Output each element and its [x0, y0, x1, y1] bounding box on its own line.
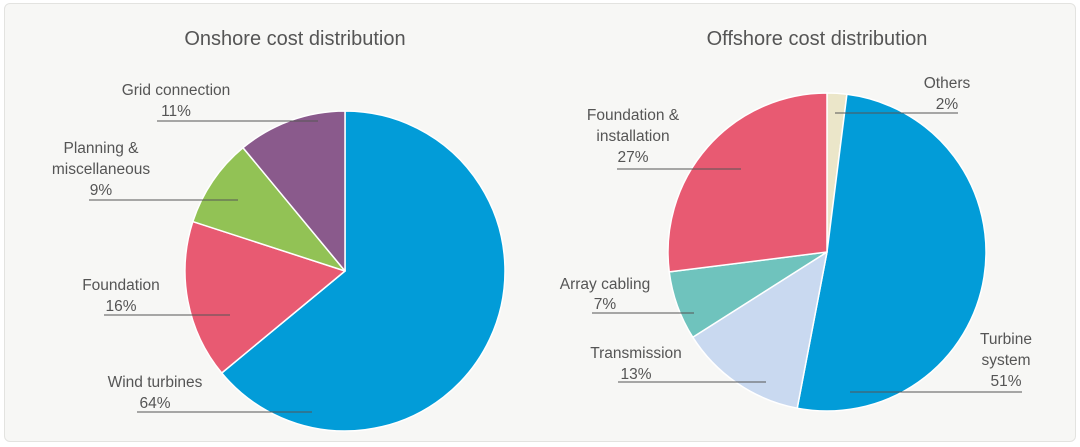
- pie-slice-turbine-system: [796, 93, 987, 412]
- label-turbine-line1: Turbine: [980, 331, 1032, 348]
- label-array-cabling: Array cabling: [560, 276, 650, 293]
- value-array-cabling: 7%: [594, 296, 617, 313]
- offshore-chart: Offshore cost distribution Others 2% Tur…: [560, 28, 1032, 412]
- label-planning-line1: Planning &: [64, 140, 140, 157]
- pie-slice-transmission: [692, 251, 828, 409]
- label-wind-turbines: Wind turbines: [108, 374, 203, 391]
- onshore-chart-title: Onshore cost distribution: [184, 28, 405, 50]
- pie-slice-wind-turbines: [220, 110, 506, 432]
- pie-slice-foundation-and-installation: [667, 92, 828, 273]
- label-planning-line2: miscellaneous: [52, 161, 150, 178]
- value-transmission: 13%: [620, 366, 651, 383]
- leader-lines: [89, 112, 1022, 413]
- label-grid-connection: Grid connection: [122, 82, 231, 99]
- value-planning: 9%: [90, 182, 113, 199]
- label-turbine-line2: system: [981, 352, 1030, 369]
- onshore-chart: Onshore cost distribution Wind turbines …: [52, 28, 506, 432]
- value-foundation: 16%: [105, 298, 136, 315]
- value-foundation-installation: 27%: [617, 149, 648, 166]
- onshore-labels: Wind turbines 64% Foundation 16% Plannin…: [52, 82, 230, 412]
- offshore-chart-title: Offshore cost distribution: [707, 28, 928, 50]
- pie-slice-planning-and-miscellaneous: [192, 146, 346, 272]
- onshore-pie: [184, 110, 506, 432]
- offshore-labels: Others 2% Turbine system 51% Transmissio…: [560, 75, 1032, 390]
- offshore-pie: [667, 92, 987, 412]
- label-others: Others: [924, 75, 971, 92]
- value-grid-connection: 11%: [161, 103, 191, 120]
- label-foundation-install-line1: Foundation &: [587, 107, 680, 124]
- label-foundation-install-line2: installation: [596, 128, 669, 145]
- label-transmission: Transmission: [590, 345, 682, 362]
- value-wind-turbines: 64%: [139, 395, 170, 412]
- value-others: 2%: [936, 96, 959, 113]
- value-turbine-system: 51%: [990, 373, 1021, 390]
- pie-slice-foundation: [184, 220, 346, 374]
- label-foundation: Foundation: [82, 277, 160, 294]
